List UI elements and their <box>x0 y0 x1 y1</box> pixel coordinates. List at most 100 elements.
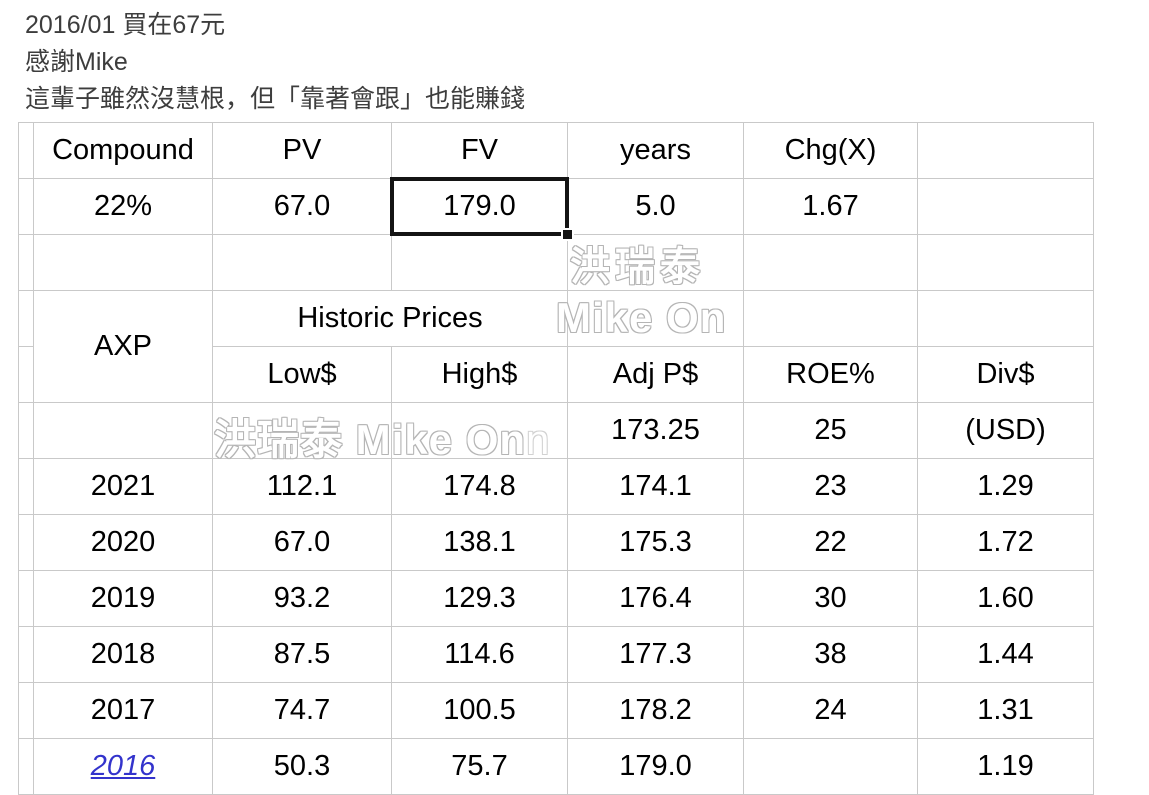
clipped-left-cell <box>18 458 34 515</box>
compound-rate-cell[interactable]: 22% <box>33 178 213 235</box>
fv-value-cell-selected[interactable]: 179.0 <box>390 177 574 241</box>
high-cell[interactable]: 100.5 <box>391 682 568 739</box>
div-cell[interactable]: 1.31 <box>917 682 1094 739</box>
low-cell[interactable]: 112.1 <box>212 458 392 515</box>
ticker-cell[interactable]: AXP <box>33 290 213 403</box>
high-cell[interactable]: 75.7 <box>391 738 568 795</box>
intro-line-2: 感謝Mike <box>25 48 128 76</box>
current-adj-price-cell[interactable]: 173.25 <box>567 402 744 459</box>
clipped-left-cell <box>18 514 34 571</box>
roe-cell[interactable]: 22 <box>743 514 918 571</box>
empty-cell[interactable] <box>567 290 744 347</box>
high-cell[interactable]: 114.6 <box>391 626 568 683</box>
header-fv[interactable]: FV <box>391 122 568 179</box>
year-cell[interactable]: 2017 <box>33 682 213 739</box>
header-roe[interactable]: ROE% <box>743 346 918 403</box>
div-cell[interactable]: 1.19 <box>917 738 1094 795</box>
high-cell[interactable]: 174.8 <box>391 458 568 515</box>
header-chgx[interactable]: Chg(X) <box>743 122 918 179</box>
div-unit-cell[interactable]: (USD) <box>917 402 1094 459</box>
historic-title-row: AXP Historic Prices <box>18 290 1094 403</box>
adj-cell[interactable]: 176.4 <box>567 570 744 627</box>
table-row-2016: 2016 50.3 75.7 179.0 1.19 <box>18 738 1094 795</box>
roe-cell[interactable]: 24 <box>743 682 918 739</box>
clipped-left-cell <box>18 626 34 683</box>
adj-cell[interactable]: 174.1 <box>567 458 744 515</box>
clipped-left-cell <box>18 290 34 347</box>
high-cell[interactable]: 129.3 <box>391 570 568 627</box>
current-roe-cell[interactable]: 25 <box>743 402 918 459</box>
high-cell[interactable]: 138.1 <box>391 514 568 571</box>
clipped-left-cell <box>18 738 34 795</box>
header-compound[interactable]: Compound <box>33 122 213 179</box>
low-cell[interactable]: 93.2 <box>212 570 392 627</box>
year-cell[interactable]: 2019 <box>33 570 213 627</box>
empty-cell[interactable] <box>917 178 1094 235</box>
header-low[interactable]: Low$ <box>212 346 392 403</box>
empty-cell[interactable] <box>567 234 744 291</box>
low-cell[interactable]: 87.5 <box>212 626 392 683</box>
empty-cell[interactable] <box>743 234 918 291</box>
table-row-2020: 2020 67.0 138.1 175.3 22 1.72 <box>18 514 1094 571</box>
compound-value-row: 22% 67.0 179.0 5.0 1.67 <box>18 177 1094 241</box>
div-cell[interactable]: 1.60 <box>917 570 1094 627</box>
empty-cell[interactable] <box>917 234 1094 291</box>
clipped-left-cell <box>18 178 34 235</box>
year-cell[interactable]: 2018 <box>33 626 213 683</box>
empty-cell[interactable] <box>212 402 392 459</box>
clipped-left-cell <box>18 682 34 739</box>
intro-text-block: 2016/01 買在67元 感謝Mike 這輩子雖然沒慧根，但「靠著會跟」也能賺… <box>0 0 525 118</box>
year-2016-link[interactable]: 2016 <box>90 750 156 782</box>
spreadsheet-table: Compound PV FV years Chg(X) 22% 67.0 179… <box>18 122 1094 795</box>
empty-cell[interactable] <box>391 402 568 459</box>
header-years[interactable]: years <box>567 122 744 179</box>
roe-cell[interactable]: 30 <box>743 570 918 627</box>
adj-cell[interactable]: 175.3 <box>567 514 744 571</box>
spacer-row <box>18 234 1094 291</box>
empty-cell[interactable] <box>212 234 392 291</box>
table-row-2018: 2018 87.5 114.6 177.3 38 1.44 <box>18 626 1094 683</box>
fill-handle[interactable] <box>561 228 574 241</box>
table-row-2021: 2021 112.1 174.8 174.1 23 1.29 <box>18 458 1094 515</box>
adj-cell[interactable]: 177.3 <box>567 626 744 683</box>
roe-cell[interactable] <box>743 738 918 795</box>
clipped-left-cell <box>18 234 34 291</box>
low-cell[interactable]: 50.3 <box>212 738 392 795</box>
year-cell: 2016 <box>33 738 213 795</box>
empty-cell[interactable] <box>391 234 568 291</box>
year-cell[interactable]: 2020 <box>33 514 213 571</box>
adj-cell[interactable]: 179.0 <box>567 738 744 795</box>
header-div[interactable]: Div$ <box>917 346 1094 403</box>
years-value-cell[interactable]: 5.0 <box>567 178 744 235</box>
roe-cell[interactable]: 38 <box>743 626 918 683</box>
price-header-row: Low$ High$ Adj P$ ROE% Div$ <box>18 346 1094 403</box>
compound-header-row: Compound PV FV years Chg(X) <box>18 122 1094 179</box>
clipped-left-cell <box>18 346 34 403</box>
intro-line-3: 這輩子雖然沒慧根，但「靠著會跟」也能賺錢 <box>25 85 526 113</box>
empty-cell[interactable] <box>33 402 213 459</box>
header-pv[interactable]: PV <box>212 122 392 179</box>
adj-cell[interactable]: 178.2 <box>567 682 744 739</box>
div-cell[interactable]: 1.72 <box>917 514 1094 571</box>
table-row-2017: 2017 74.7 100.5 178.2 24 1.31 <box>18 682 1094 739</box>
fv-value: 179.0 <box>443 190 516 222</box>
year-cell[interactable]: 2021 <box>33 458 213 515</box>
pv-value-cell[interactable]: 67.0 <box>212 178 392 235</box>
low-cell[interactable]: 67.0 <box>212 514 392 571</box>
chgx-value-cell[interactable]: 1.67 <box>743 178 918 235</box>
current-price-row: 173.25 25 (USD) <box>18 402 1094 459</box>
low-cell[interactable]: 74.7 <box>212 682 392 739</box>
empty-cell[interactable] <box>743 290 918 347</box>
div-cell[interactable]: 1.29 <box>917 458 1094 515</box>
historic-prices-title-cell[interactable]: Historic Prices <box>212 290 568 347</box>
clipped-left-cell <box>18 570 34 627</box>
div-cell[interactable]: 1.44 <box>917 626 1094 683</box>
header-high[interactable]: High$ <box>391 346 568 403</box>
empty-cell[interactable] <box>33 234 213 291</box>
table-row-2019: 2019 93.2 129.3 176.4 30 1.60 <box>18 570 1094 627</box>
empty-cell[interactable] <box>917 290 1094 347</box>
roe-cell[interactable]: 23 <box>743 458 918 515</box>
clipped-left-cell <box>18 122 34 179</box>
empty-cell[interactable] <box>917 122 1094 179</box>
header-adj-p[interactable]: Adj P$ <box>567 346 744 403</box>
